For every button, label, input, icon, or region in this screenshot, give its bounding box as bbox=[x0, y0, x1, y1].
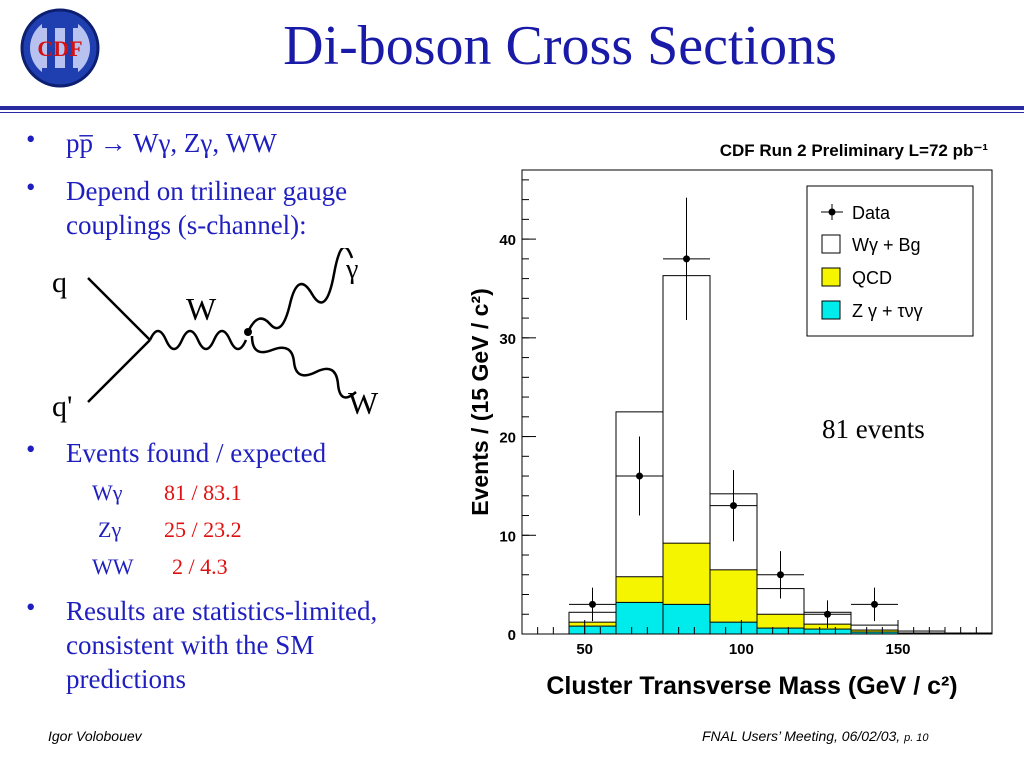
y-tick-label: 30 bbox=[499, 331, 516, 348]
logo-text: CDF bbox=[37, 36, 82, 61]
chart-legend: Data Wγ + Bg QCD Z γ + τνγ bbox=[806, 185, 974, 337]
data-point bbox=[871, 600, 878, 608]
label-w-out: W bbox=[348, 385, 379, 421]
event-value: 81 / 83.1 bbox=[164, 480, 242, 505]
cdf-logo: CDF bbox=[20, 8, 100, 88]
legend-swatch bbox=[821, 267, 841, 287]
label-w-internal: W bbox=[186, 291, 217, 327]
bullet-couplings: Depend on trilinear gauge couplings (s-c… bbox=[66, 174, 347, 242]
x-tick-label: 100 bbox=[729, 641, 754, 658]
w-out-line bbox=[250, 335, 357, 399]
y-tick-label: 0 bbox=[508, 627, 516, 644]
bullet-results-line2: consistent with the SM bbox=[66, 630, 315, 660]
data-point bbox=[683, 255, 690, 263]
bullet-dot: • bbox=[26, 434, 36, 464]
histogram-bar bbox=[944, 632, 993, 635]
photon-line bbox=[246, 248, 354, 333]
histogram-bar bbox=[662, 603, 711, 635]
bullet-results-line3: predictions bbox=[66, 664, 186, 694]
data-point bbox=[824, 610, 831, 618]
bullet-events: Events found / expected bbox=[66, 438, 327, 468]
x-axis-label: Cluster Transverse Mass (GeV / c²) bbox=[546, 672, 957, 700]
slide-title: Di-boson Cross Sections bbox=[283, 15, 837, 77]
bullet-couplings-line1: Depend on trilinear gauge bbox=[66, 176, 348, 206]
title-rule-thin bbox=[0, 112, 1024, 113]
bullet-results-line1: Results are statistics-limited, bbox=[66, 596, 378, 626]
event-row: WW 2 / 4.3 bbox=[92, 554, 228, 580]
bullet-dot: • bbox=[26, 172, 36, 202]
y-tick-label: 10 bbox=[499, 528, 516, 545]
histogram-bar bbox=[568, 625, 617, 635]
antiquark-line-in bbox=[87, 339, 151, 403]
legend-label: Data bbox=[852, 203, 891, 223]
legend-label: Z γ + τνγ bbox=[852, 301, 923, 321]
data-point bbox=[777, 571, 784, 579]
legend-swatch bbox=[821, 234, 841, 254]
y-tick-label: 20 bbox=[499, 430, 516, 447]
histogram-bar bbox=[850, 631, 899, 635]
bullet-process: pp̅ → Wγ, Zγ, WW bbox=[66, 128, 277, 158]
event-value: 2 / 4.3 bbox=[172, 554, 228, 579]
feynman-diagram: q q' W γ W bbox=[52, 248, 379, 423]
legend-swatch bbox=[821, 300, 841, 320]
data-point bbox=[636, 472, 643, 480]
footer-author: Igor Volobouev bbox=[48, 728, 142, 744]
w-propagator bbox=[148, 329, 248, 351]
event-process: Zγ bbox=[98, 517, 122, 542]
legend-label: QCD bbox=[852, 268, 892, 288]
histogram-bar bbox=[615, 601, 664, 635]
histogram-bar bbox=[709, 621, 758, 635]
event-row: Wγ 81 / 83.1 bbox=[92, 480, 242, 506]
chart-title: CDF Run 2 Preliminary L=72 pb⁻¹ bbox=[720, 141, 989, 160]
bullet-results: Results are statistics-limited, consiste… bbox=[66, 594, 377, 696]
label-gamma: γ bbox=[345, 254, 358, 285]
x-tick-label: 150 bbox=[885, 641, 910, 658]
event-process: WW bbox=[92, 554, 134, 579]
y-tick-label: 40 bbox=[499, 232, 516, 249]
footer-meeting-text: FNAL Users’ Meeting, 06/02/03, bbox=[702, 728, 901, 744]
bullet-dot: • bbox=[26, 592, 36, 622]
bullet-dot: • bbox=[26, 124, 36, 154]
event-process: Wγ bbox=[92, 480, 123, 505]
data-point bbox=[730, 502, 737, 510]
event-row: Zγ 25 / 23.2 bbox=[98, 517, 242, 543]
y-axis-label: Events / (15 GeV / c²) bbox=[467, 288, 493, 516]
histogram-bar bbox=[897, 632, 946, 635]
event-value: 25 / 23.2 bbox=[164, 517, 242, 542]
histogram-bar bbox=[756, 627, 805, 635]
footer-meeting: FNAL Users’ Meeting, 06/02/03, p. 10 bbox=[702, 728, 929, 744]
histogram-chart: CDF Run 2 Preliminary L=72 pb⁻¹ 0 10 20 30 4… bbox=[467, 141, 993, 700]
legend-data-marker bbox=[828, 208, 836, 216]
footer-page: p. 10 bbox=[904, 732, 929, 744]
bullet-couplings-line2: couplings (s-channel): bbox=[66, 210, 307, 240]
histogram-bar bbox=[803, 628, 852, 635]
x-tick-label: 50 bbox=[576, 641, 593, 658]
legend-label: Wγ + Bg bbox=[852, 235, 921, 255]
title-rule bbox=[0, 106, 1024, 110]
label-q: q bbox=[52, 266, 67, 299]
chart-annotation: 81 events bbox=[822, 414, 925, 444]
data-point bbox=[589, 600, 596, 608]
quark-line-in bbox=[87, 277, 151, 341]
label-qbar: q' bbox=[52, 390, 72, 423]
